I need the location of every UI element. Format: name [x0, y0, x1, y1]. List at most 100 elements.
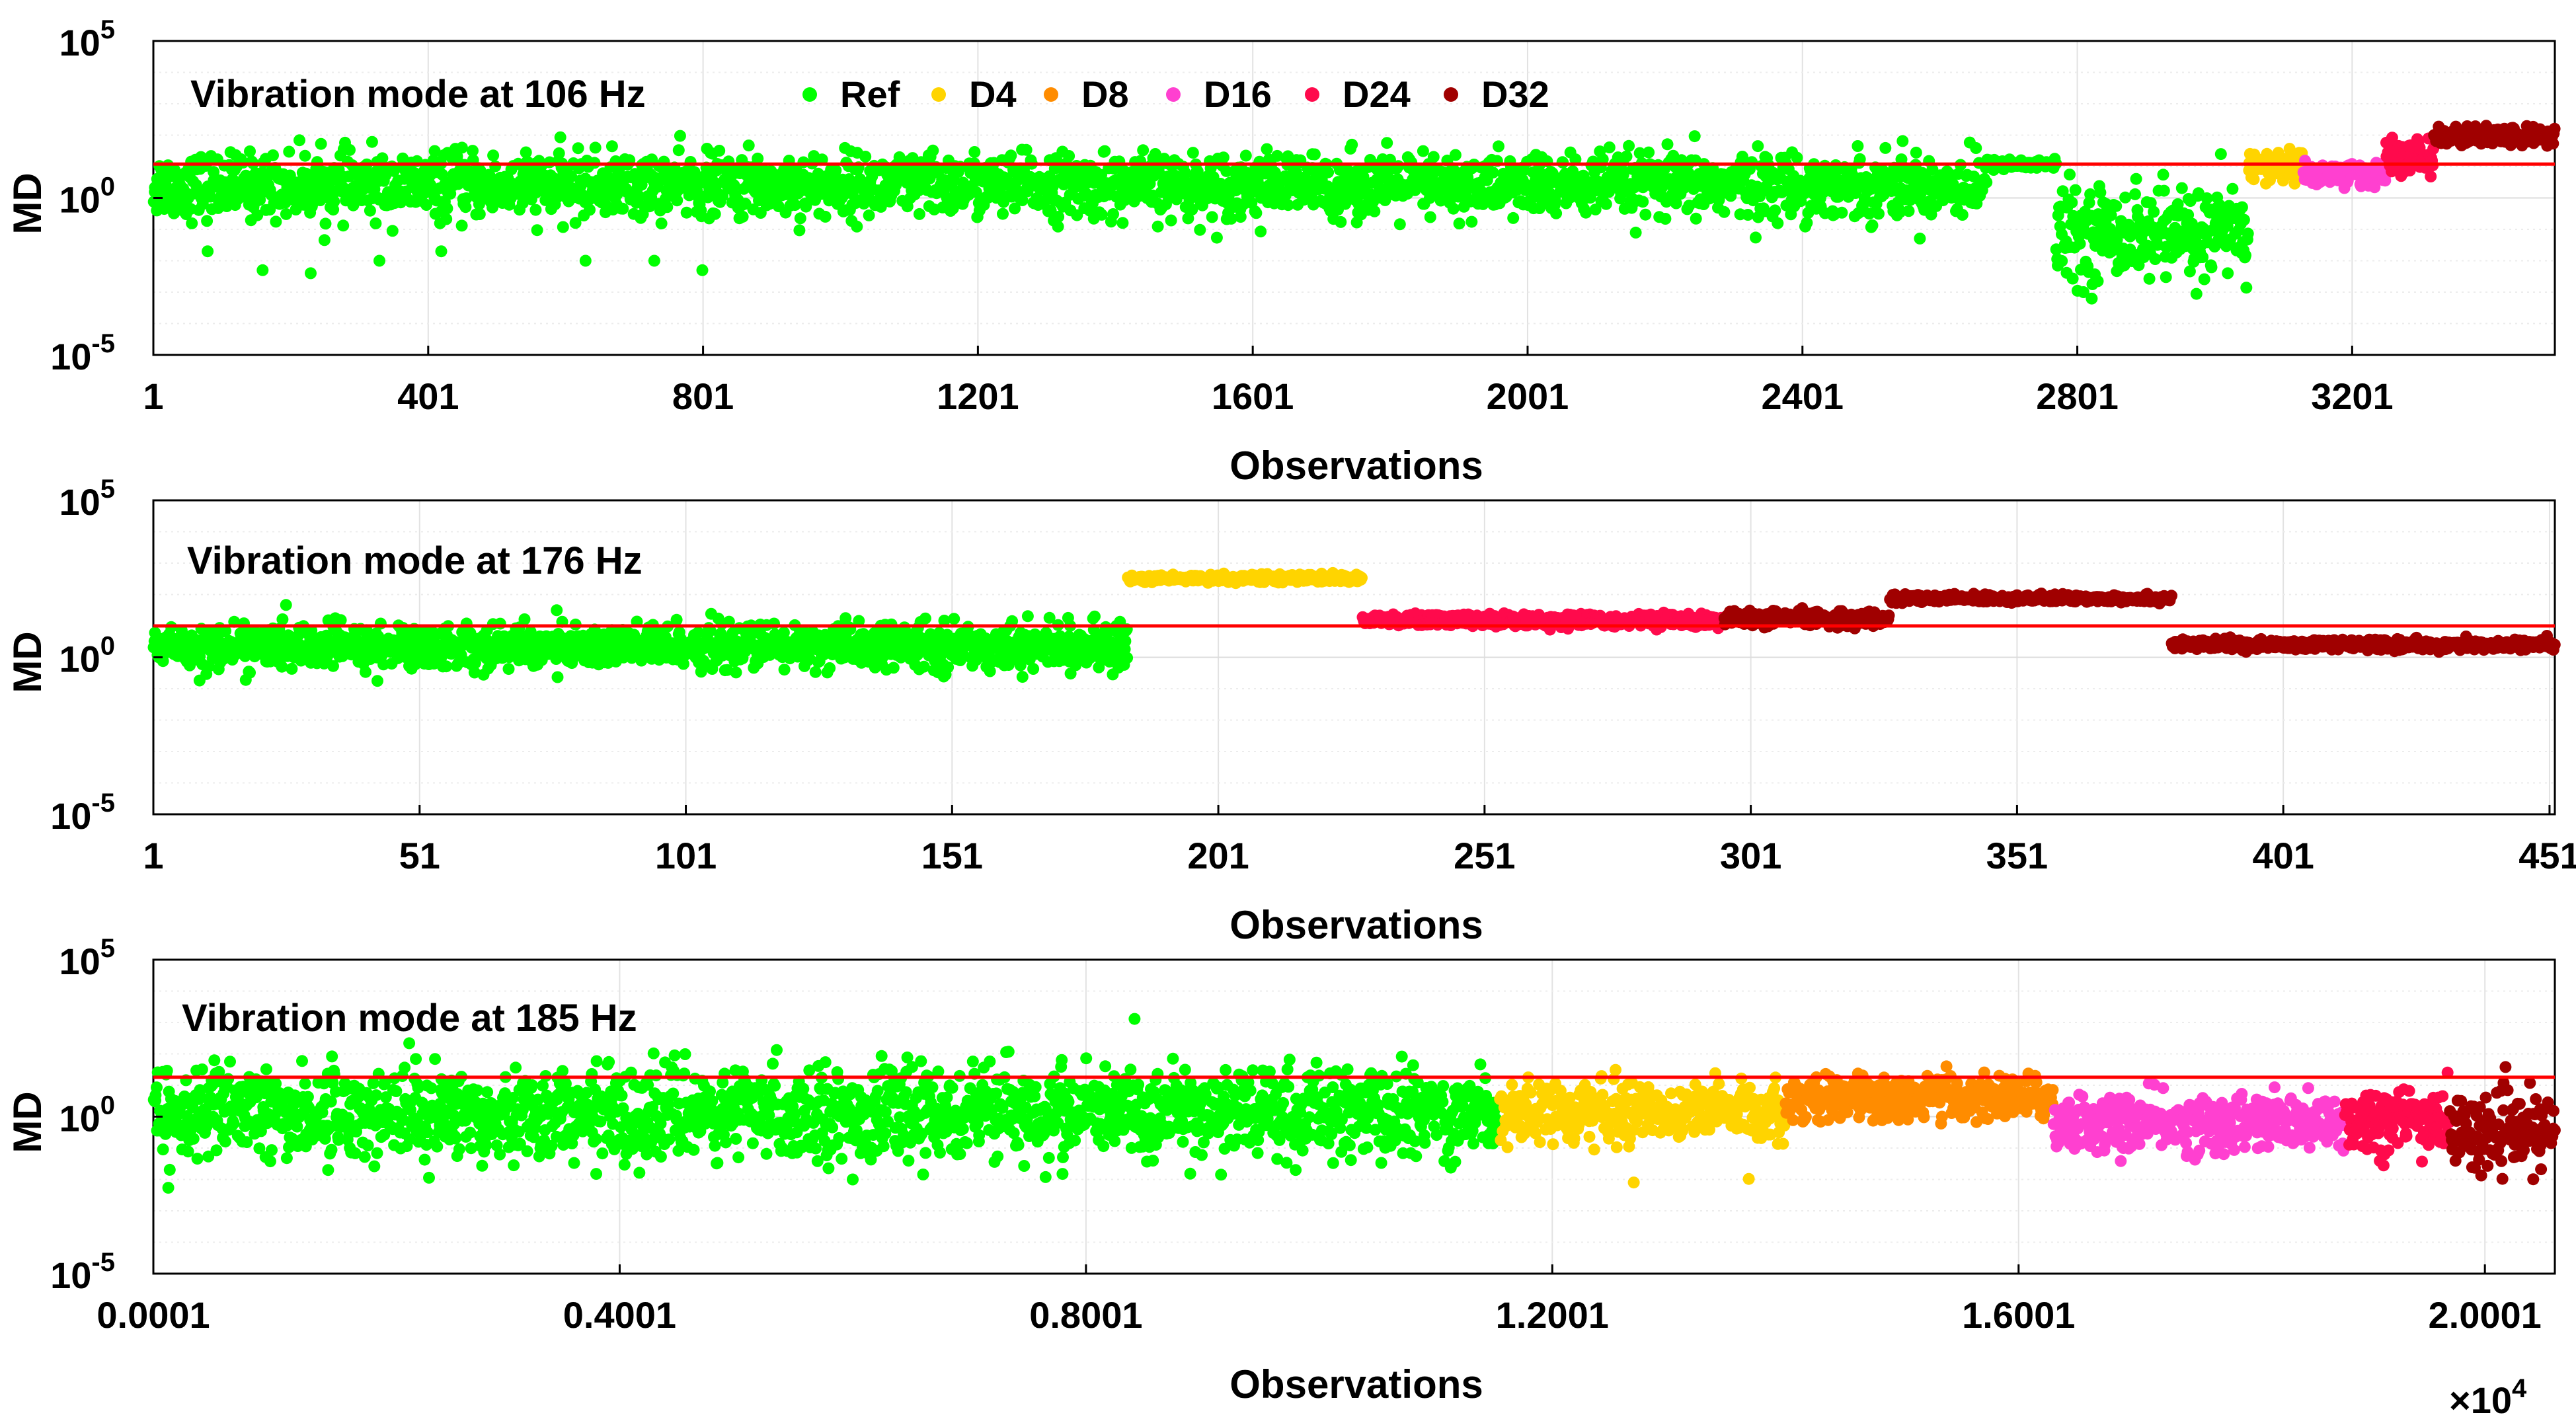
data-point — [1282, 199, 1294, 212]
data-point — [1970, 142, 1982, 154]
data-point — [1393, 218, 1406, 231]
data-point — [2236, 201, 2248, 213]
data-point — [671, 194, 683, 207]
data-point — [1217, 151, 1229, 164]
data-point — [2175, 182, 2188, 194]
x-tick-label: 3201 — [2311, 375, 2394, 417]
data-point — [569, 217, 582, 229]
x-tick-label: 2801 — [2036, 375, 2119, 417]
data-point — [2091, 275, 2104, 288]
data-point — [2242, 227, 2254, 240]
data-point — [315, 137, 327, 150]
data-point — [1769, 204, 1781, 217]
data-point — [455, 141, 468, 154]
data-point — [680, 206, 693, 219]
data-point — [557, 221, 569, 233]
data-point — [376, 152, 389, 165]
data-point — [1063, 150, 1075, 162]
data-point — [1879, 141, 1892, 154]
legend-label: D24 — [1343, 73, 1411, 115]
data-point — [778, 664, 791, 676]
legend-item-ref: Ref — [802, 73, 900, 115]
data-point — [244, 145, 256, 157]
x-tick-label: 2001 — [1487, 375, 1569, 417]
data-point — [927, 144, 939, 157]
data-point — [318, 234, 331, 247]
data-point — [286, 662, 298, 675]
data-point — [919, 612, 931, 625]
data-point — [1268, 167, 1281, 179]
data-point — [1791, 151, 1803, 164]
data-point — [299, 149, 311, 162]
data-point — [948, 613, 960, 625]
data-point — [789, 199, 801, 212]
data-point — [2143, 272, 2156, 285]
data-point — [2226, 182, 2239, 195]
data-point — [1206, 211, 1218, 223]
data-point — [344, 143, 356, 156]
data-point — [2064, 169, 2076, 181]
data-point — [1772, 217, 1784, 229]
data-point — [428, 145, 441, 157]
outlier-point — [2222, 267, 2234, 280]
data-point — [1600, 198, 1612, 210]
outlier-point — [435, 245, 448, 258]
data-point — [420, 199, 433, 211]
data-point — [1005, 149, 1017, 162]
x-tick-label: 1 — [143, 375, 163, 417]
data-point — [1357, 171, 1370, 183]
data-point — [1016, 194, 1029, 206]
data-point — [366, 135, 378, 148]
data-point — [2066, 196, 2078, 209]
data-point — [752, 152, 764, 165]
data-point — [713, 145, 726, 157]
data-point — [531, 224, 543, 237]
data-point — [1659, 213, 1672, 225]
legend-label: D4 — [969, 73, 1017, 115]
data-point — [1250, 207, 1263, 219]
data-point — [455, 219, 468, 232]
data-point — [778, 163, 791, 176]
data-point — [1718, 206, 1731, 218]
data-point — [1465, 215, 1478, 228]
data-point — [2190, 288, 2203, 300]
data-point — [672, 144, 685, 157]
data-point — [1210, 231, 1223, 244]
data-point — [440, 213, 453, 225]
data-point — [1116, 217, 1129, 229]
data-point — [360, 666, 371, 678]
data-point — [661, 201, 674, 213]
data-point — [2240, 282, 2253, 294]
data-point — [386, 225, 399, 237]
legend-marker — [1044, 87, 1058, 102]
data-point — [2056, 254, 2068, 267]
data-point — [1119, 635, 1132, 647]
data-point — [1368, 205, 1381, 217]
data-point — [1752, 140, 1764, 153]
data-point — [1852, 140, 1864, 152]
data-point — [997, 208, 1009, 220]
y-axis-label: MD — [5, 173, 50, 234]
data-point — [251, 209, 264, 221]
data-point — [830, 164, 842, 176]
data-point — [518, 613, 531, 625]
data-point — [1234, 211, 1247, 223]
outlier-point — [202, 245, 214, 258]
data-point — [1690, 212, 1702, 225]
legend-item-d16: D16 — [1166, 73, 1272, 115]
data-point — [1836, 206, 1848, 219]
data-point — [1914, 232, 1926, 245]
data-point — [572, 142, 584, 155]
data-point — [489, 160, 502, 173]
data-point — [1080, 188, 1093, 200]
data-point — [851, 220, 863, 233]
data-point — [1271, 149, 1284, 162]
outlier-point — [256, 264, 269, 276]
data-point — [1020, 143, 1033, 156]
data-point — [1009, 202, 1021, 215]
x-tick-label: 401 — [397, 375, 459, 417]
data-point — [1149, 148, 1161, 160]
legend-marker — [1444, 87, 1458, 102]
outlier-point — [648, 254, 660, 267]
